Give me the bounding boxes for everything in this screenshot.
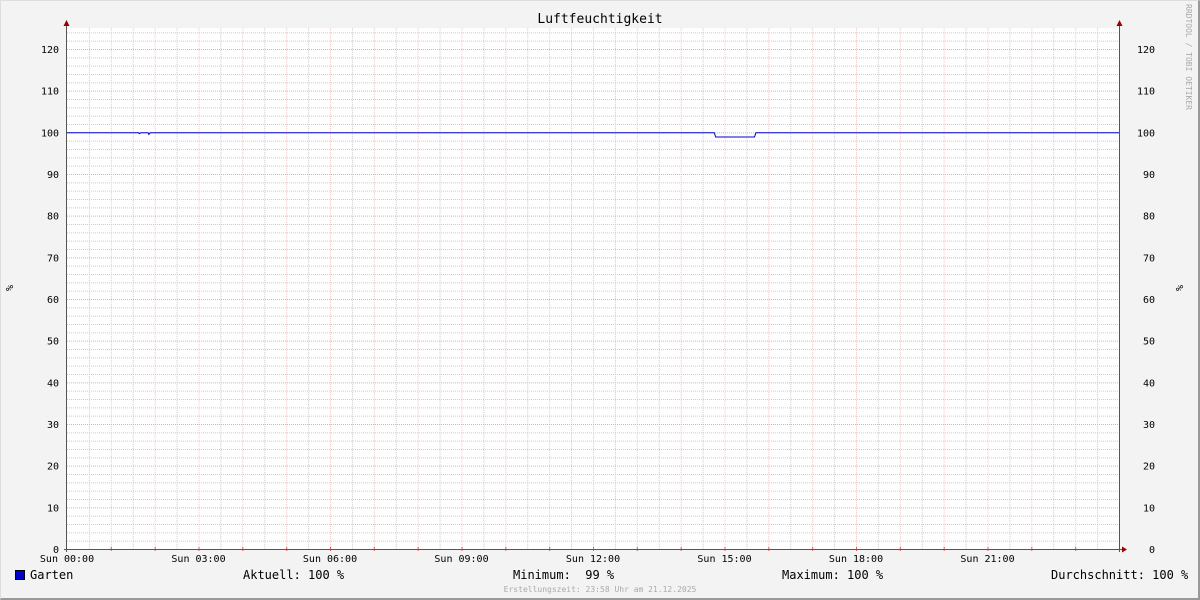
chart-title: Luftfeuchtigkeit	[537, 12, 662, 27]
rrdtool-watermark: RRDTOOL / TOBI OETIKER	[1184, 4, 1193, 110]
y-tick-label-right: 30	[1143, 420, 1155, 431]
y-tick-label-right: 10	[1143, 503, 1155, 514]
y-tick-label-left: 80	[47, 212, 59, 223]
y-axis-arrow-icon	[63, 20, 70, 26]
creation-time: Erstellungszeit: 23:58 Uhr am 21.12.2025	[503, 585, 697, 594]
y-tick-label-left: 100	[41, 128, 59, 139]
legend-maximum: Maximum: 100 %	[782, 568, 884, 582]
y-tick-label-left: 30	[47, 420, 59, 431]
y-tick-label-left: 110	[41, 87, 59, 98]
y-tick-label-right: 120	[1137, 45, 1155, 56]
y-tick-label-right: 80	[1143, 212, 1155, 223]
y-tick-label-left: 120	[41, 45, 59, 56]
y-tick-label-left: 70	[47, 253, 59, 264]
y-tick-label-left: 20	[47, 462, 59, 473]
y-tick-label-right: 70	[1143, 253, 1155, 264]
y-axis-arrow-icon	[1116, 20, 1123, 26]
x-tick-label: Sun 09:00	[434, 554, 488, 565]
y-tick-label-left: 40	[47, 378, 59, 389]
x-tick-label: Sun 00:00	[40, 554, 94, 565]
y-tick-label-left: 0	[53, 545, 59, 556]
y-tick-label-left: 10	[47, 503, 59, 514]
x-axis-arrow-icon	[1122, 546, 1127, 553]
y-tick-label-left: 90	[47, 170, 59, 181]
x-tick-label: Sun 12:00	[566, 554, 620, 565]
legend-aktuell: Aktuell: 100 %	[243, 568, 345, 582]
x-tick-label: Sun 21:00	[960, 554, 1014, 565]
x-tick-label: Sun 18:00	[829, 554, 883, 565]
legend-swatch-garten	[15, 570, 25, 580]
y-tick-label-right: 20	[1143, 462, 1155, 473]
x-tick-label: Sun 03:00	[171, 554, 225, 565]
y-tick-label-right: 100	[1137, 128, 1155, 139]
y-tick-label-left: 50	[47, 337, 59, 348]
legend-durchschnitt: Durchschnitt: 100 %	[1051, 568, 1189, 582]
y-tick-label-right: 50	[1143, 337, 1155, 348]
y-tick-label-right: 110	[1137, 87, 1155, 98]
y-tick-label-left: 60	[47, 295, 59, 306]
y-axis-label-right: %	[1175, 285, 1186, 291]
legend-label-garten: Garten	[30, 568, 74, 582]
y-tick-label-right: 0	[1149, 545, 1155, 556]
series-line-garten	[67, 132, 1119, 138]
x-tick-label: Sun 15:00	[697, 554, 751, 565]
x-tick-label: Sun 06:00	[303, 554, 357, 565]
y-tick-label-right: 90	[1143, 170, 1155, 181]
legend-minimum: Minimum: 99 %	[513, 568, 615, 582]
y-tick-label-right: 40	[1143, 378, 1155, 389]
y-tick-label-right: 60	[1143, 295, 1155, 306]
y-axis-label-left: %	[5, 285, 16, 291]
